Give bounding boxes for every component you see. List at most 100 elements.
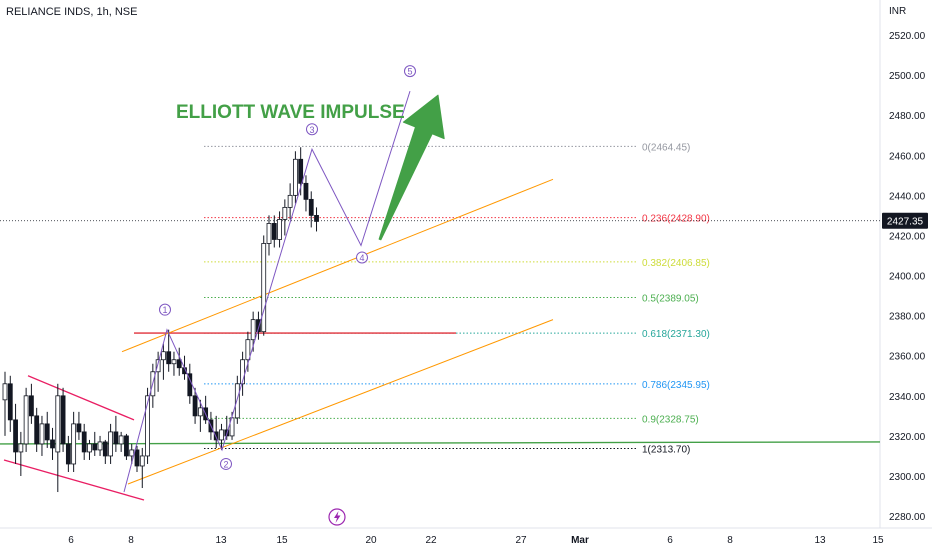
y-tick-label: 2380.00 — [889, 312, 926, 323]
candle-body — [28, 395, 34, 417]
x-tick-label: 15 — [872, 535, 884, 546]
candle-body — [139, 455, 145, 467]
candle-body — [287, 194, 293, 208]
y-tick-label: 2420.00 — [889, 231, 926, 242]
candle-body — [13, 419, 18, 453]
y-tick-label: 2300.00 — [889, 472, 926, 483]
y-tick-label: 2340.00 — [889, 392, 926, 403]
candle-body — [308, 198, 314, 216]
wave-label-text: 5 — [407, 67, 412, 77]
y-tick-label: 2280.00 — [889, 512, 926, 523]
candle-body — [81, 431, 87, 453]
fib-level-label: 0.786(2345.95) — [642, 380, 710, 391]
candle-body — [23, 395, 29, 445]
candle-body — [292, 158, 298, 196]
channel-upper-line — [121, 178, 554, 353]
fib-level-label: 0.236(2428.90) — [642, 214, 710, 225]
wave-label-circle — [220, 457, 232, 470]
candle-body — [2, 383, 8, 401]
candle-body — [298, 158, 304, 184]
candle-body — [314, 215, 319, 222]
x-tick-label: 13 — [215, 535, 227, 546]
fib-level-label: 0.5(2389.05) — [642, 293, 699, 304]
wave-label-text: 1 — [162, 305, 167, 315]
x-tick-label: 27 — [515, 535, 527, 546]
candle-body — [71, 423, 77, 465]
candle-body — [145, 395, 150, 457]
candle-body — [44, 423, 50, 441]
y-tick-label: 2460.00 — [889, 151, 926, 162]
x-tick-label: 13 — [814, 535, 826, 546]
current-price-label: 2427.35 — [887, 217, 924, 228]
symbol-title: RELIANCE INDS, 1h, NSE — [6, 6, 138, 18]
candle-body — [176, 359, 182, 369]
wave-path — [123, 90, 411, 493]
candle-body — [240, 359, 246, 385]
candle-body — [65, 443, 71, 465]
candle-body — [234, 383, 240, 419]
y-tick-label: 2480.00 — [889, 111, 926, 122]
x-tick-label: 22 — [425, 535, 437, 546]
wedge-lower-line — [3, 459, 145, 501]
candlestick-series — [2, 147, 319, 493]
candle-body — [213, 431, 219, 441]
y-tick-label: 2500.00 — [889, 71, 926, 82]
candle-body — [50, 439, 55, 449]
candle-body — [245, 339, 251, 361]
y-tick-label: 2520.00 — [889, 31, 926, 42]
projection-arrow[interactable] — [378, 94, 445, 241]
fib-level-label: 0(2464.45) — [642, 142, 690, 153]
fib-level-label: 0.9(2328.75) — [642, 414, 699, 425]
candle-body — [60, 395, 66, 445]
candle-body — [192, 395, 198, 417]
candle-body — [108, 431, 113, 457]
candle-body — [87, 443, 92, 453]
candle-body — [303, 182, 309, 200]
fib-level-label: 0.382(2406.85) — [642, 258, 710, 269]
wave-label-circle — [159, 303, 171, 316]
candle-body — [92, 443, 98, 451]
candle-body — [250, 319, 256, 341]
time-axis[interactable]: 6 8 13 15 20 22 27 Mar 6 8 13 15 — [68, 535, 884, 546]
fib-retracement[interactable]: 0(2464.45) 0.236(2428.90) 0.382(2406.85) 0.… — [204, 142, 710, 456]
y-tick-label: 2320.00 — [889, 432, 926, 443]
x-tick-label: 20 — [365, 535, 377, 546]
wave-label-text: 4 — [359, 253, 364, 263]
wave-label-circle — [404, 65, 416, 78]
annotation-title: ELLIOTT WAVE IMPULSE — [176, 102, 405, 123]
candle-body — [166, 351, 172, 365]
candle-body — [134, 449, 140, 467]
x-tick-label: 8 — [727, 535, 733, 546]
wave-label-circle — [356, 251, 368, 264]
x-tick-label: 15 — [276, 535, 288, 546]
candle-body — [155, 359, 161, 373]
x-tick-label: Mar — [571, 535, 589, 546]
fib-level-label: 0.618(2371.30) — [642, 329, 710, 340]
lightning-icon — [334, 511, 341, 523]
candle-body — [76, 423, 82, 433]
currency-label: INR — [889, 6, 907, 17]
candle-body — [271, 223, 277, 240]
candle-body — [266, 223, 272, 244]
candle-body — [282, 206, 288, 220]
price-axis[interactable]: 2280.00 2300.00 2320.00 2340.00 2360.00 2380.… — [882, 31, 928, 523]
candle-body — [277, 219, 282, 240]
candle-body — [34, 415, 40, 445]
candle-body — [129, 449, 135, 457]
wedge-upper-line — [27, 375, 135, 421]
channel-lower-line — [127, 319, 554, 485]
y-tick-label: 2440.00 — [889, 191, 926, 202]
elliott-wave[interactable]: 1 2 3 4 5 — [123, 65, 416, 493]
candle-body — [7, 383, 13, 421]
candle-body — [171, 359, 177, 365]
candle-body — [102, 441, 108, 457]
current-price-badge — [882, 212, 928, 229]
candle-body — [124, 435, 129, 457]
candle-body — [197, 407, 203, 417]
x-tick-label: 6 — [667, 535, 673, 546]
misc-markers — [328, 508, 346, 526]
wave-label-circle — [306, 123, 318, 136]
candle-body — [219, 429, 224, 441]
